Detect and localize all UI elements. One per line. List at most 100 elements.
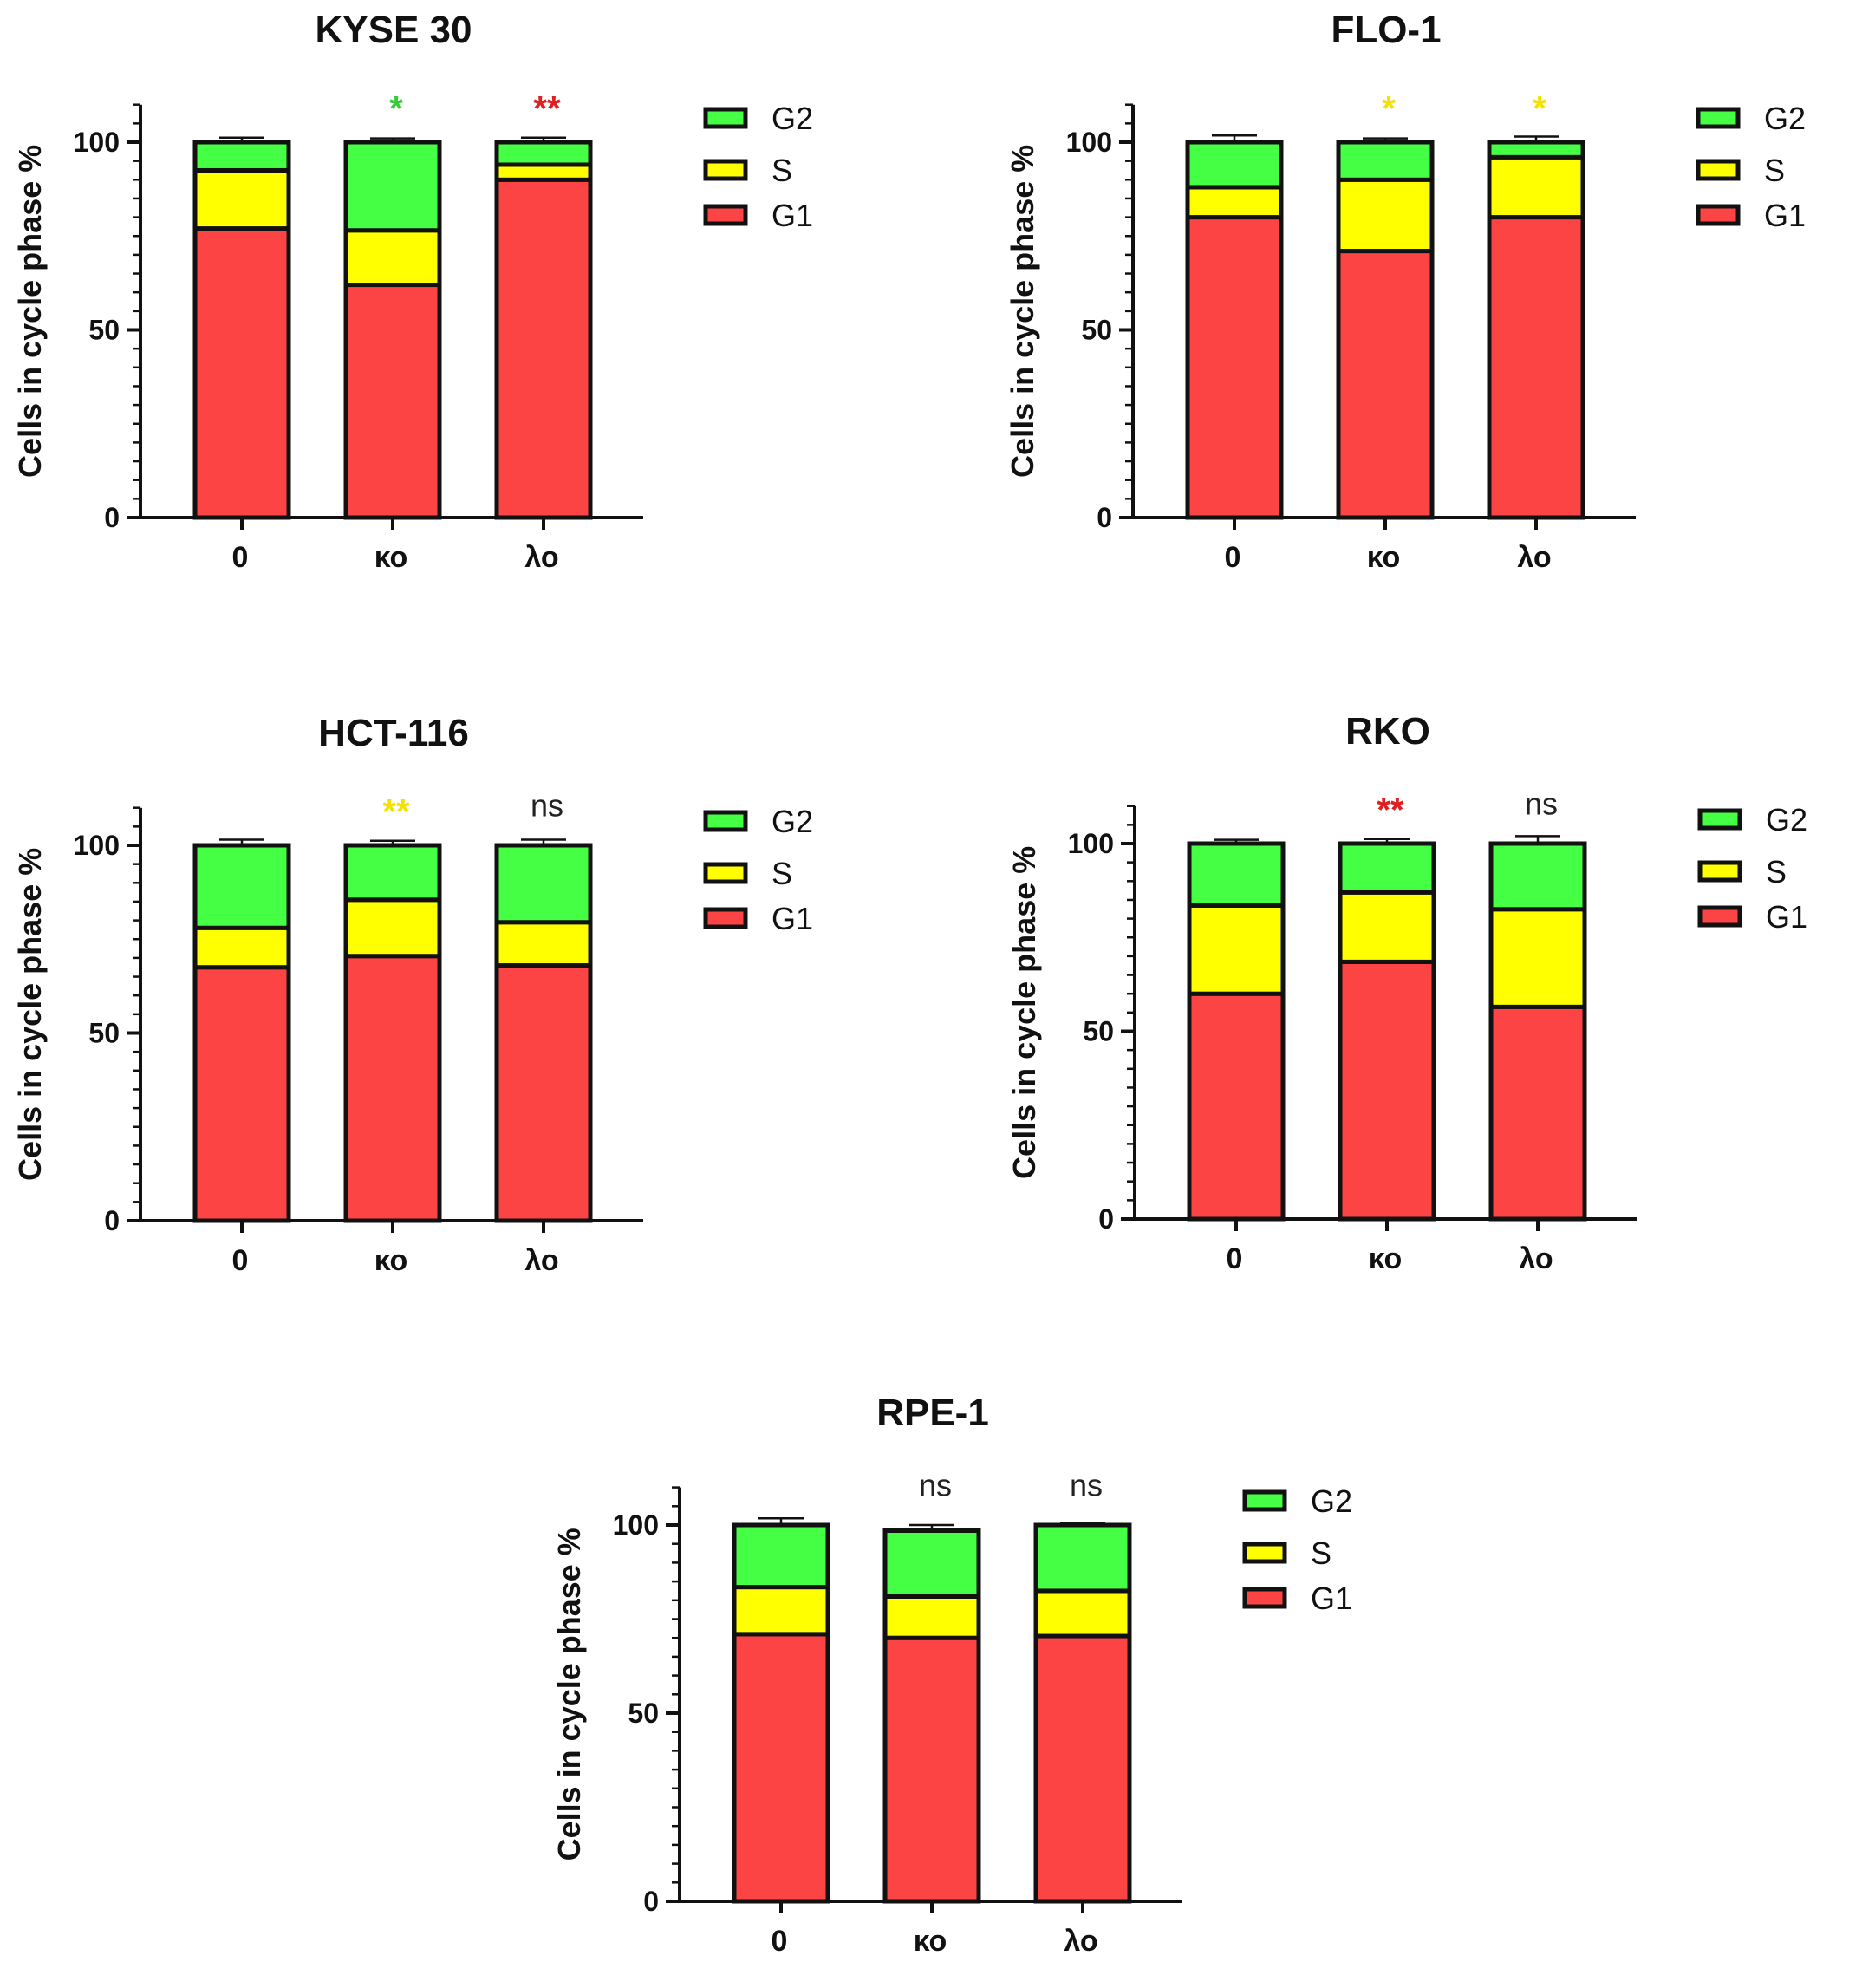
bar-segment-s xyxy=(732,1585,830,1637)
bar-segment-g2 xyxy=(343,140,442,233)
y-tick-label: 100 xyxy=(74,830,120,861)
x-tick-label: κο xyxy=(914,1925,947,1958)
y-axis-label: Cells in cycle phase % xyxy=(1005,145,1040,478)
bar-segment-g1 xyxy=(1336,249,1435,520)
significance-label: ns xyxy=(1070,1468,1103,1503)
y-tick-label: 0 xyxy=(643,1886,659,1917)
legend-label: G1 xyxy=(772,198,813,233)
bar-segment-s xyxy=(494,920,593,968)
significance-label: ** xyxy=(533,90,561,128)
bar-segment-s xyxy=(192,925,291,970)
bar-segment-g1 xyxy=(1187,991,1286,1222)
y-axis-label: Cells in cycle phase % xyxy=(12,848,48,1181)
x-tick-label: κο xyxy=(374,541,408,574)
legend-swatch-s xyxy=(1697,860,1742,883)
bar-segment-s xyxy=(882,1594,981,1640)
bar-segment-g1 xyxy=(732,1632,830,1904)
x-tick-label: λο xyxy=(1064,1925,1097,1958)
y-tick-label: 100 xyxy=(1068,828,1114,859)
legend-swatch-s xyxy=(703,862,748,884)
bar-segment-s xyxy=(494,162,593,182)
legend-swatch-g1 xyxy=(1696,204,1741,226)
bar-segment-g1 xyxy=(494,177,593,520)
significance-label: ns xyxy=(1525,786,1558,822)
legend-label: S xyxy=(1764,153,1785,188)
legend-swatch-g1 xyxy=(703,204,748,226)
significance-label: ns xyxy=(919,1468,952,1503)
bar-segment-s xyxy=(1187,903,1286,996)
legend-label: S xyxy=(772,856,792,891)
x-tick-label: κο xyxy=(1369,1242,1403,1275)
x-tick-label: λο xyxy=(524,541,558,574)
significance-label: * xyxy=(1533,90,1546,128)
x-tick-label: 0 xyxy=(232,1244,249,1277)
bar-segment-g2 xyxy=(1487,140,1585,160)
legend-swatch-g2 xyxy=(1242,1489,1287,1512)
legend-swatch-g1 xyxy=(1697,905,1742,928)
y-axis-label: Cells in cycle phase % xyxy=(12,145,48,478)
bar-segment-g2 xyxy=(192,843,291,930)
legend-label: G2 xyxy=(1764,101,1806,136)
bar-segment-s xyxy=(343,897,442,959)
bar-segment-s xyxy=(1487,154,1585,220)
legend-label: G2 xyxy=(772,804,813,839)
bar-segment-g2 xyxy=(1488,841,1587,912)
y-axis-label: Cells in cycle phase % xyxy=(551,1528,587,1861)
bar-segment-g2 xyxy=(343,843,442,903)
y-tick-label: 100 xyxy=(1066,127,1112,158)
legend-swatch-s xyxy=(1696,159,1741,181)
legend-label: G1 xyxy=(772,901,813,936)
y-tick-label: 0 xyxy=(104,502,120,533)
y-tick-label: 0 xyxy=(104,1205,120,1236)
legend-swatch-s xyxy=(1242,1542,1287,1564)
bar-segment-g2 xyxy=(1338,841,1436,895)
x-tick-label: λο xyxy=(1519,1242,1553,1275)
bar-segment-g1 xyxy=(343,954,442,1223)
x-tick-label: 0 xyxy=(1225,541,1241,574)
bar-segment-g1 xyxy=(882,1635,981,1904)
chart-title: FLO-1 xyxy=(1331,9,1441,51)
bar-segment-g2 xyxy=(494,140,593,167)
legend-label: G1 xyxy=(1311,1581,1352,1616)
chart-panel: KYSE 30 0 50 100 Cells in cycle phase % 0 κο * λ… xyxy=(12,9,813,574)
bar-segment-g2 xyxy=(732,1522,830,1590)
x-tick-label: λο xyxy=(1517,541,1551,574)
legend-label: G1 xyxy=(1764,198,1806,233)
bar-segment-g1 xyxy=(192,965,291,1223)
chart-panel: HCT-116 0 50 100 Cells in cycle phase % 0 κο **… xyxy=(12,712,813,1277)
legend-label: G2 xyxy=(772,101,813,136)
bar-segment-g1 xyxy=(1185,215,1284,520)
x-tick-label: κο xyxy=(1367,541,1401,574)
bar-segment-s xyxy=(1185,185,1284,220)
bar-segment-g1 xyxy=(1033,1633,1132,1904)
significance-label: * xyxy=(1382,90,1396,128)
x-tick-label: κο xyxy=(374,1244,408,1277)
x-tick-label: 0 xyxy=(772,1925,788,1958)
bar-segment-s xyxy=(1033,1588,1132,1639)
bar-segment-g2 xyxy=(192,140,291,173)
significance-label: ** xyxy=(1377,792,1404,830)
legend-swatch-s xyxy=(703,159,748,181)
chart-panel: FLO-1 0 50 100 Cells in cycle phase % 0 κο * λο *… xyxy=(1005,9,1806,574)
bar-segment-g1 xyxy=(1488,1004,1587,1222)
y-tick-label: 0 xyxy=(1097,502,1112,533)
legend-label: S xyxy=(1766,854,1787,890)
y-axis-label: Cells in cycle phase % xyxy=(1006,846,1042,1179)
bar-segment-g1 xyxy=(343,283,442,520)
bar-segment-g2 xyxy=(1033,1522,1132,1594)
legend-label: G2 xyxy=(1311,1483,1352,1519)
legend-label: G1 xyxy=(1766,899,1807,935)
chart-title: KYSE 30 xyxy=(316,9,472,51)
bar-segment-g1 xyxy=(1487,215,1585,520)
x-tick-label: λο xyxy=(524,1244,558,1277)
significance-label: ns xyxy=(531,788,563,824)
bar-segment-g2 xyxy=(882,1528,981,1599)
chart-panel: RPE-1 0 50 100 Cells in cycle phase % 0 κο ns λο… xyxy=(551,1392,1352,1958)
x-tick-label: 0 xyxy=(1227,1242,1243,1275)
bar-segment-s xyxy=(343,228,442,288)
bar-segment-g1 xyxy=(192,226,291,520)
bar-segment-g2 xyxy=(1187,841,1286,908)
y-tick-label: 50 xyxy=(88,315,120,346)
bar-segment-s xyxy=(1488,907,1587,1009)
